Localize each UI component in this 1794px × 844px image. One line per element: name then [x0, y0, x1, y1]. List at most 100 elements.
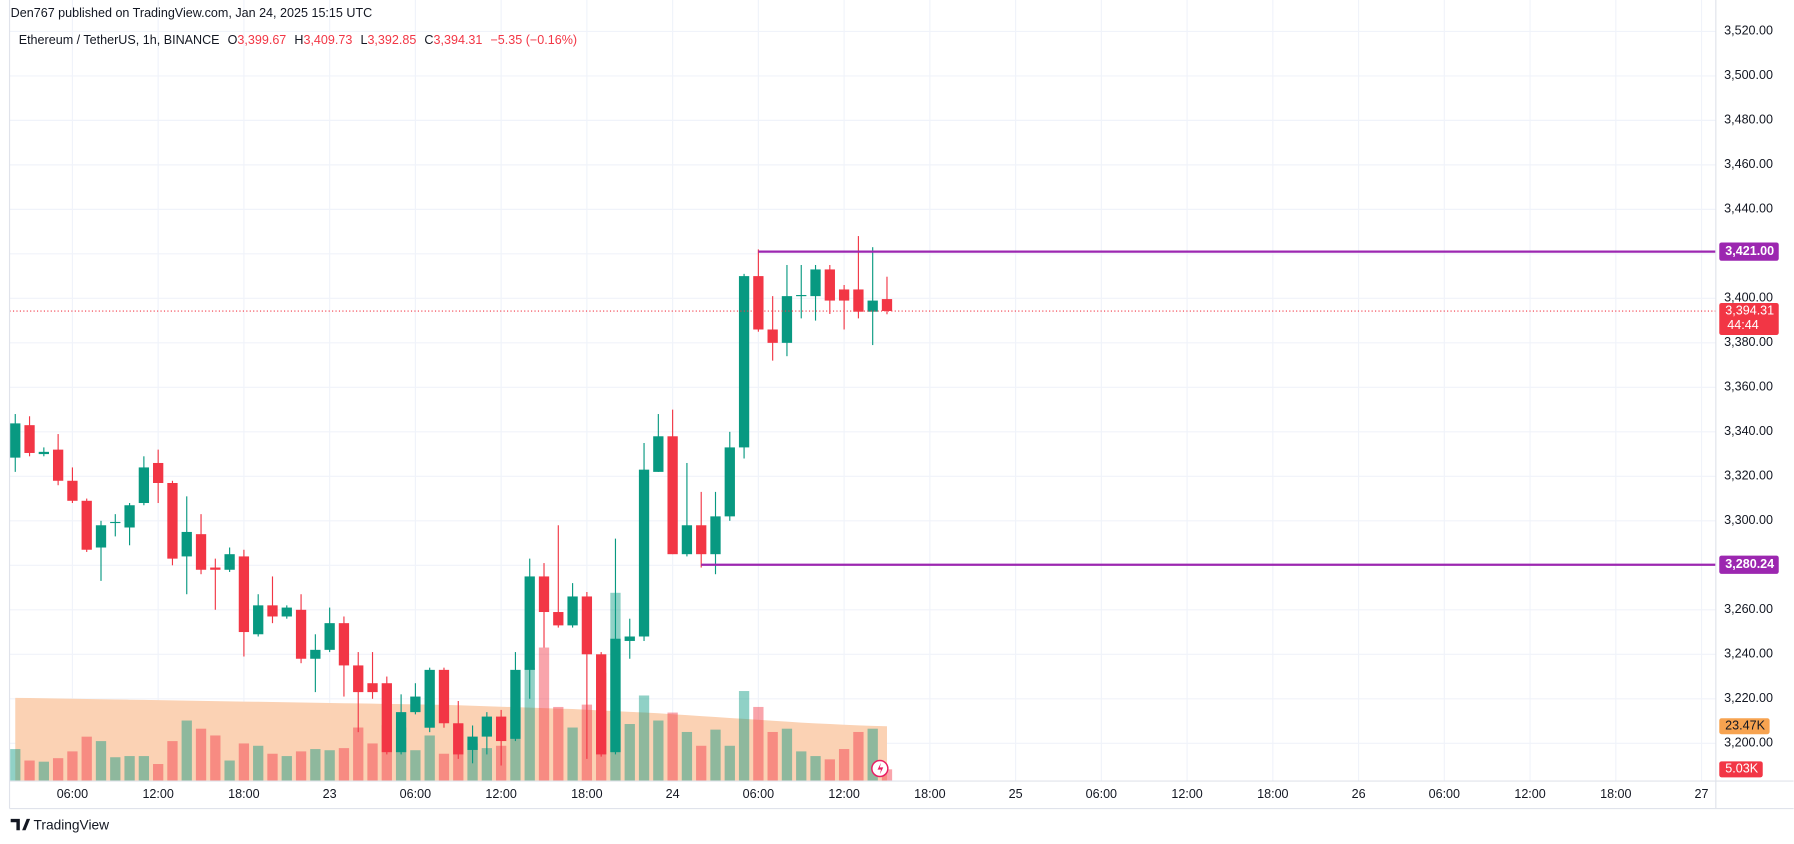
x-tick-label: 12:00 — [1514, 787, 1545, 801]
x-tick-label: 12:00 — [485, 787, 516, 801]
candle-body — [395, 712, 407, 753]
legend-change: −5.35 (−0.16%) — [490, 33, 577, 47]
candle-body — [181, 531, 192, 557]
volume-bar — [367, 743, 378, 782]
candle-body — [738, 276, 750, 448]
candle-body — [696, 525, 707, 555]
symbol: Ethereum / TetherUS, 1h, BINANCE — [19, 33, 220, 47]
candle-body — [438, 669, 450, 724]
volume-bar — [638, 695, 650, 782]
publish-note: Den767 published on TradingView.com, Jan… — [11, 6, 373, 20]
volume-bar — [438, 753, 450, 782]
volume-bar — [295, 751, 307, 782]
candle-body — [810, 269, 821, 297]
legend-value: 3,409.73 — [303, 33, 352, 47]
candle-body — [653, 436, 664, 472]
volume-bar — [653, 720, 664, 782]
volume-bar — [810, 756, 821, 782]
volume-bar — [424, 735, 435, 782]
y-tick-label: 3,320.00 — [1724, 469, 1773, 483]
volume-bar — [95, 741, 107, 782]
volume-ma-area — [15, 697, 887, 782]
y-tick-label: 3,380.00 — [1724, 335, 1773, 349]
volume-bar — [238, 743, 250, 782]
candle-body — [295, 609, 307, 659]
y-tick-label: 3,520.00 — [1724, 24, 1773, 38]
candle-body — [24, 425, 35, 453]
volume-label: 5.03K — [1725, 762, 1758, 776]
y-tick-label: 3,260.00 — [1724, 602, 1773, 616]
candle-body — [553, 612, 564, 626]
volume-bar — [38, 761, 49, 782]
candle-body — [838, 289, 850, 301]
x-tick-label: 18:00 — [1600, 787, 1631, 801]
volume-bar — [710, 729, 721, 782]
brand-logo — [10, 818, 31, 831]
volume-bar — [853, 731, 864, 782]
x-tick-label: 06:00 — [57, 787, 88, 801]
candle-body — [310, 649, 321, 659]
level-label: 3,280.24 — [1725, 557, 1774, 571]
candle-body — [195, 534, 207, 570]
volume-bar — [681, 731, 693, 782]
candle-body — [638, 469, 650, 637]
brand-name: TradingView — [34, 817, 110, 832]
legend-key: H — [294, 33, 303, 47]
volume-bar — [410, 750, 421, 782]
candle-body — [753, 276, 764, 330]
candle-body — [467, 736, 478, 750]
volume-bar — [281, 756, 292, 782]
candle-body — [495, 716, 507, 742]
candle-body — [710, 516, 721, 555]
volume-bar — [567, 727, 578, 782]
y-tick-label: 3,480.00 — [1724, 113, 1773, 127]
candle-body — [253, 605, 264, 635]
candle-body — [367, 683, 378, 693]
volume-bar — [624, 724, 635, 782]
volume-bar — [481, 748, 492, 782]
volume-bar — [167, 741, 178, 782]
price-pane — [9, 236, 1716, 766]
y-tick-label: 3,360.00 — [1724, 380, 1773, 394]
candle-body — [824, 269, 835, 301]
volume-bar — [324, 750, 335, 782]
y-tick-label: 3,500.00 — [1724, 68, 1773, 82]
y-tick-label: 3,220.00 — [1724, 691, 1773, 705]
candle-body — [95, 525, 107, 548]
legend: Ethereum / TetherUS, 1h, BINANCE O3,399.… — [19, 33, 577, 47]
candle-body — [210, 567, 221, 570]
legend-value: 3,394.31 — [434, 33, 483, 47]
legend-key: O — [228, 33, 238, 47]
level-badge — [1719, 555, 1779, 574]
candle-body — [667, 436, 678, 555]
candle-body — [110, 521, 121, 524]
candle-body — [67, 480, 78, 501]
x-tick-label: 06:00 — [1429, 787, 1460, 801]
volume-bar — [181, 720, 192, 782]
volume-bar — [67, 751, 78, 782]
candle-body — [38, 451, 49, 455]
volume-bar — [724, 745, 735, 782]
x-tick-label: 27 — [1695, 787, 1709, 801]
candle-body — [138, 467, 150, 504]
brand: TradingView — [10, 817, 110, 832]
candle-body — [52, 449, 64, 481]
candle-body — [481, 716, 492, 737]
volume-bar — [310, 749, 321, 782]
volume-bar — [10, 749, 21, 782]
x-tick-label: 26 — [1352, 787, 1366, 801]
volume-bar — [353, 727, 364, 782]
axes: 3,200.003,220.003,240.003,260.003,280.00… — [8, 0, 1794, 810]
candle-body — [510, 669, 521, 739]
candle-body — [867, 300, 878, 312]
x-tick-label: 06:00 — [1086, 787, 1117, 801]
candle-body — [881, 299, 893, 312]
candle-body — [267, 605, 278, 617]
candle-body — [410, 696, 421, 713]
x-tick-label: 12:00 — [828, 787, 859, 801]
candle-body — [767, 329, 778, 343]
volume-bar — [24, 760, 35, 782]
candle-body — [124, 505, 135, 528]
candle-body — [153, 462, 164, 483]
volume-bar — [124, 756, 135, 782]
